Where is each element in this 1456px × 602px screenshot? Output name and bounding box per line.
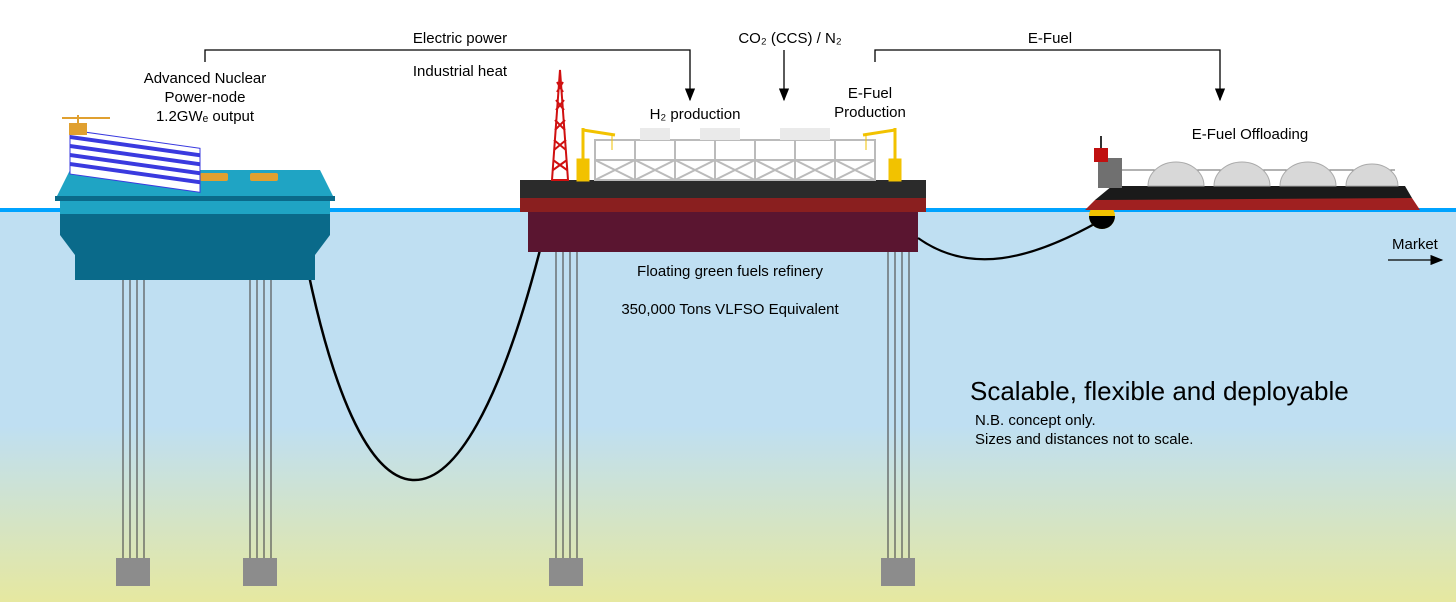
refinery-caption: Floating green fuels refinery 350,000 To… <box>580 263 880 319</box>
note-l2: Sizes and distances not to scale. <box>975 431 1193 448</box>
refinery-l2: 350,000 Tons VLFSO Equivalent <box>621 301 838 318</box>
headline: Scalable, flexible and deployable <box>970 375 1440 408</box>
nuclear-title-l2: Power-node <box>165 89 246 106</box>
note-l1: N.B. concept only. <box>975 412 1096 429</box>
efuel-prod-l1: E-Fuel <box>848 85 892 102</box>
anchor-blocks <box>116 558 915 586</box>
label-co2-n2: CO₂ (CCS) / N₂ <box>720 30 860 49</box>
nuclear-title-l3: 1.2GWₑ output <box>156 108 254 125</box>
label-market: Market <box>1392 236 1452 255</box>
label-efuel: E-Fuel <box>1000 30 1100 49</box>
lattice-tower <box>552 70 568 180</box>
efuel-prod-l2: Production <box>834 104 906 121</box>
nuclear-title-l1: Advanced Nuclear <box>144 70 267 87</box>
note: N.B. concept only. Sizes and distances n… <box>975 412 1445 450</box>
tanker-ship <box>1085 136 1420 210</box>
label-h2-production: H₂ production <box>635 106 755 125</box>
nuclear-platform <box>55 115 335 280</box>
label-efuel-offloading: E-Fuel Offloading <box>1160 126 1340 145</box>
fuel-cable <box>918 222 1098 259</box>
power-cable <box>300 230 540 480</box>
nuclear-title: Advanced Nuclear Power-node 1.2GWₑ outpu… <box>120 70 290 126</box>
label-industrial-heat: Industrial heat <box>390 63 530 82</box>
refinery-l1: Floating green fuels refinery <box>637 263 823 280</box>
label-electric-power: Electric power <box>390 30 530 49</box>
label-efuel-production: E-Fuel Production <box>810 85 930 123</box>
